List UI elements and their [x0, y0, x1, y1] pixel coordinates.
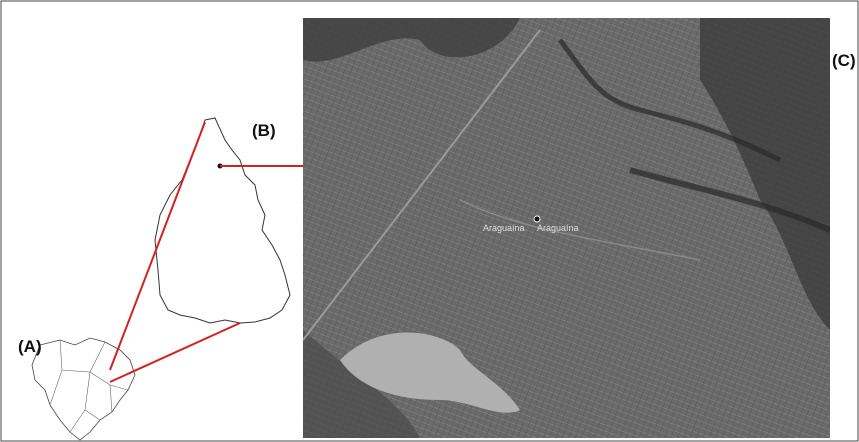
map-label: Araguaína: [537, 223, 579, 233]
satellite-image: Araguaína Araguaína: [303, 18, 830, 438]
figure: Araguaína Araguaína (A) (B) (C): [0, 0, 859, 442]
panel-label: (A): [18, 337, 42, 356]
map-label: Araguaína: [483, 223, 525, 233]
panel-label: (B): [252, 121, 276, 140]
page: {"labels": {"a": "(A)", "b": "(B)", "c":…: [0, 0, 859, 442]
panel-label: (C): [832, 51, 856, 70]
